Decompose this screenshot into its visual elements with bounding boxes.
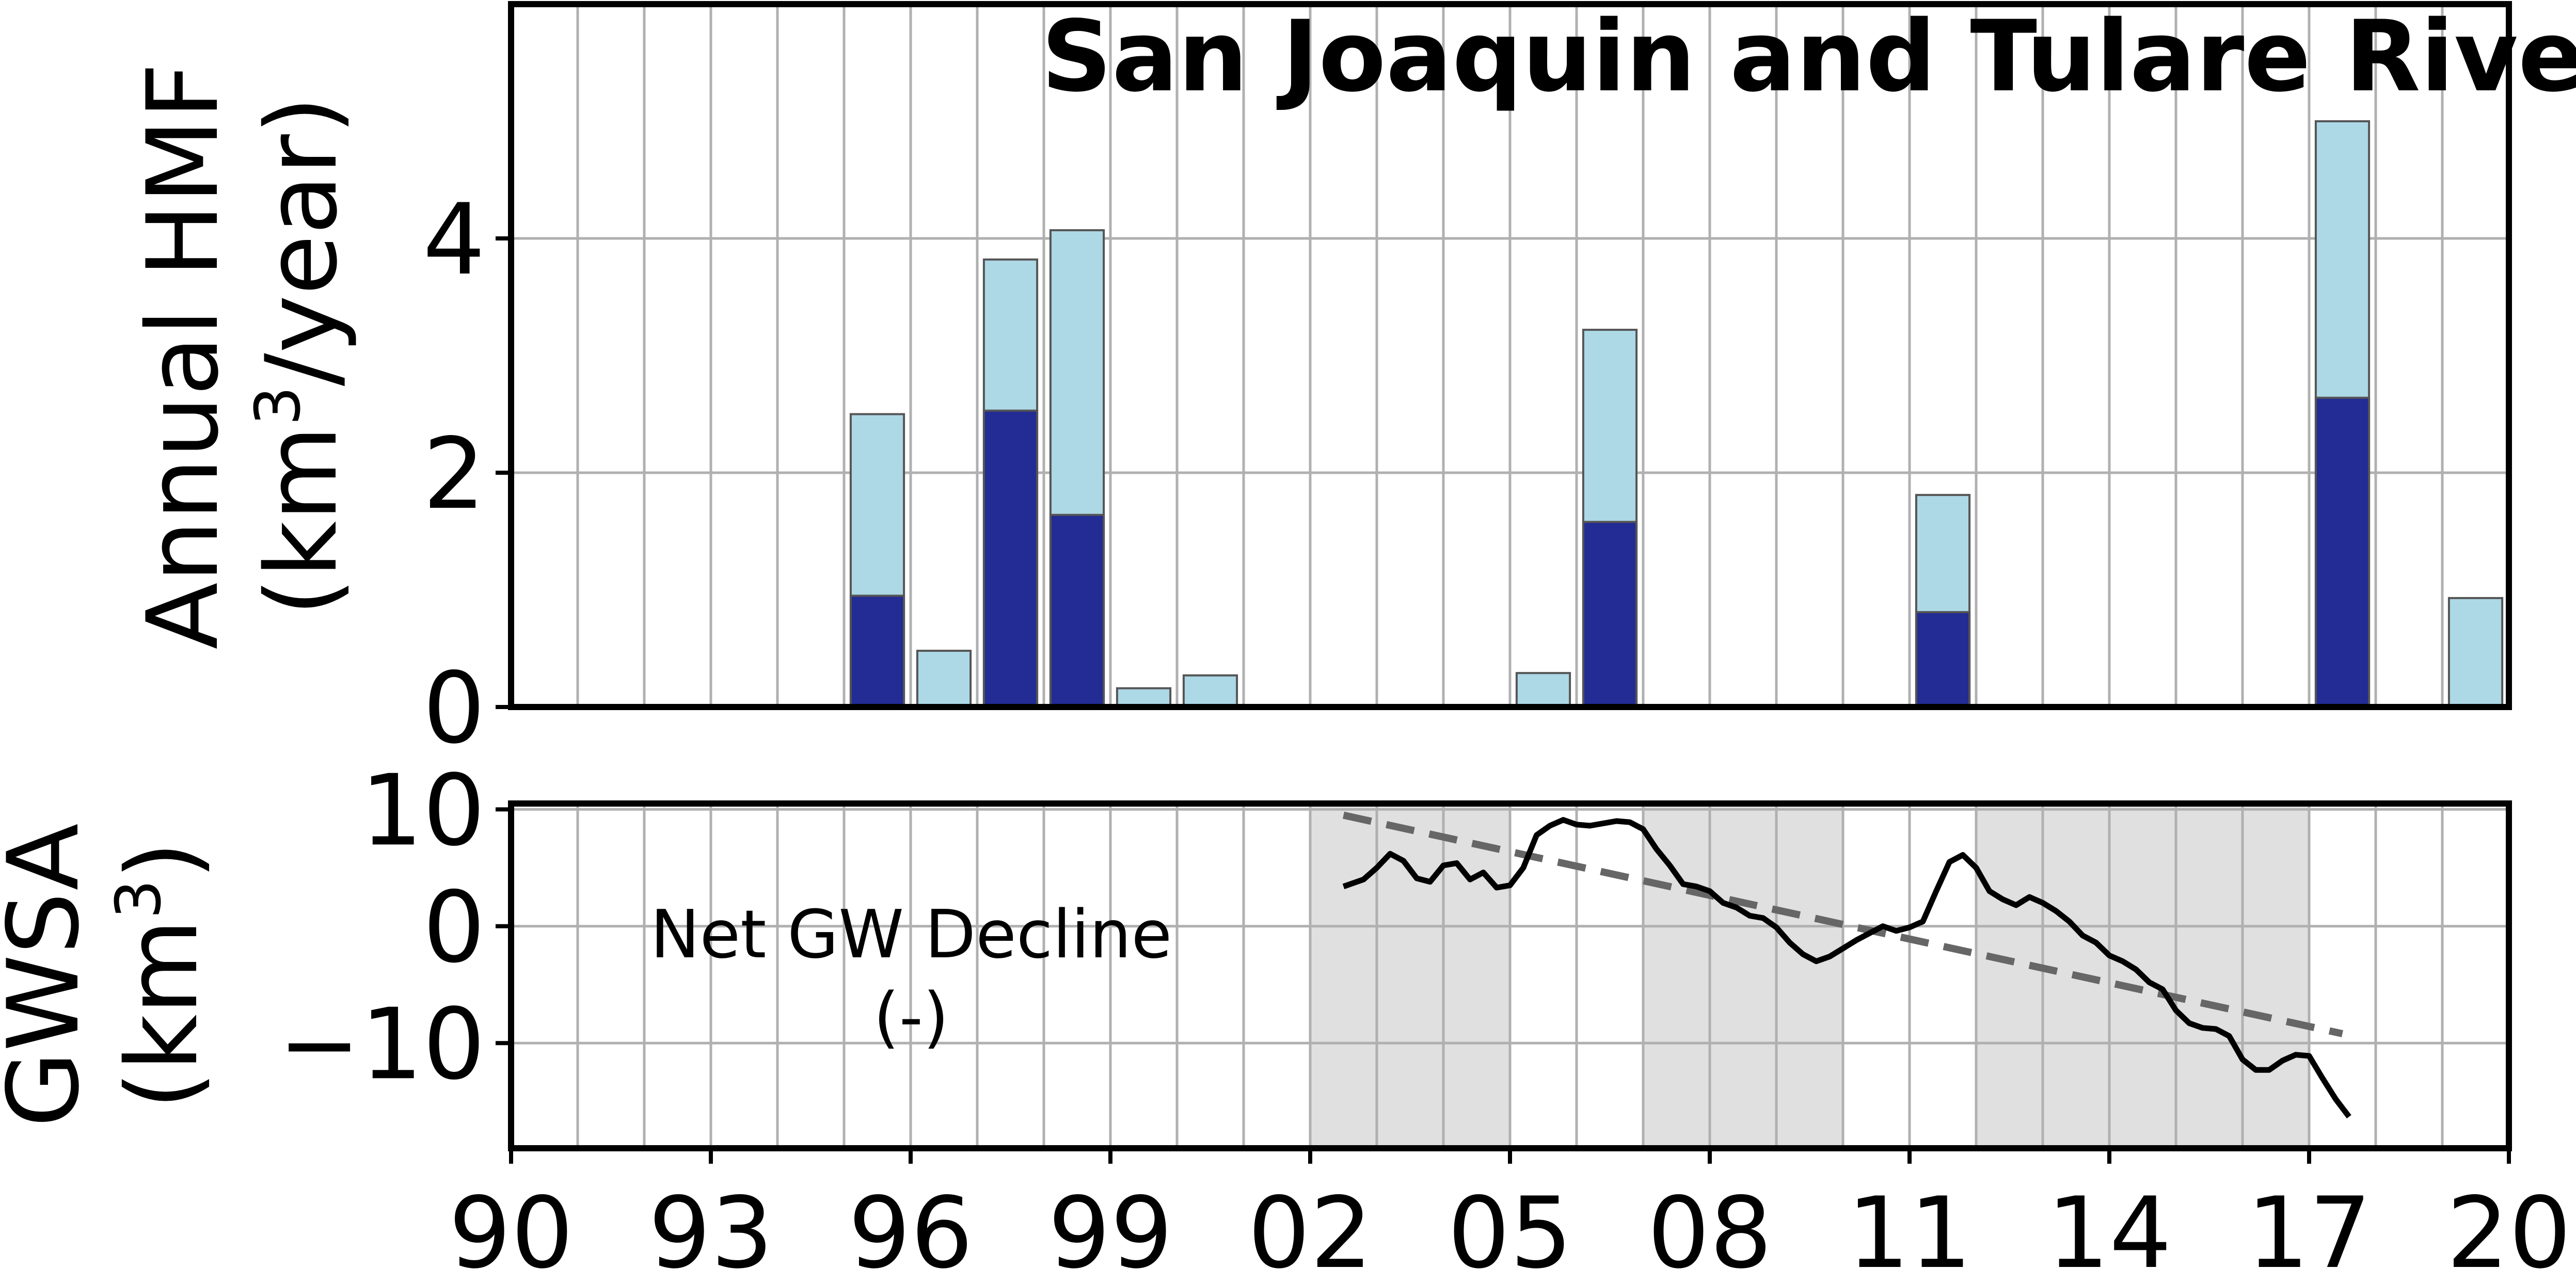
gwsa-y-axis-label-line1: GWSA [0, 823, 101, 1127]
hmf-y-ticks: 0 2 4 [423, 183, 511, 765]
hmf-y-axis-label: Annual HMF (km3/year) [126, 63, 359, 650]
gwsa-annotation-line1: Net GW Decline [650, 896, 1172, 973]
gwsa-y-tick-label: 0 [423, 871, 485, 985]
hmf-y-axis-label-line2: (km3/year) [243, 96, 359, 616]
x-tick-label: 93 [648, 1176, 773, 1285]
hmf-bars [849, 120, 2504, 709]
gwsa-shaded-periods [1310, 804, 2309, 1148]
gwsa-y-tick-label: −10 [278, 987, 485, 1101]
gwsa-shaded-period [1310, 804, 1510, 1148]
gwsa-y-tick-label: 10 [360, 753, 485, 868]
gwsa-y-axis-label-line2: (km3) [103, 841, 219, 1110]
gwsa-x-ticks: 90 93 96 99 02 05 08 11 14 17 20 [449, 1148, 2571, 1285]
hmf-bar-lower [1915, 611, 1971, 708]
hmf-bar-total [1515, 672, 1571, 709]
gwsa-y-ticks: 100−10 [278, 753, 511, 1101]
hmf-panel: 0 2 4 San Joaquin and Tulare River Basin A… [126, 0, 2576, 765]
x-tick-label: 99 [1048, 1176, 1173, 1285]
x-tick-label: 20 [2446, 1176, 2571, 1285]
hmf-bar-lower [849, 595, 905, 708]
gwsa-annotation-line2: (-) [873, 979, 949, 1056]
gwsa-panel: 100−10 90 93 96 99 02 05 08 11 14 17 20 Net GW Dec… [0, 753, 2571, 1285]
hmf-bar-lower [2314, 396, 2371, 708]
x-tick-label: 14 [2047, 1176, 2172, 1285]
x-tick-label: 96 [848, 1176, 973, 1285]
hmf-y-axis-label-line1: Annual HMF [126, 63, 240, 650]
x-tick-label: 90 [449, 1176, 574, 1285]
x-tick-label: 11 [1847, 1176, 1972, 1285]
chart-title: San Joaquin and Tulare River Basin [1041, 0, 2576, 114]
hmf-y-tick-label: 4 [423, 183, 485, 297]
hmf-bar-total [1116, 687, 1172, 709]
x-tick-label: 17 [2247, 1176, 2372, 1285]
gwsa-shaded-period [1643, 804, 1843, 1148]
gwsa-trend-line [1343, 811, 2343, 1037]
hmf-bar-lower [982, 409, 1039, 708]
hmf-bar-total [2447, 597, 2504, 709]
hmf-bar-lower [1582, 521, 1638, 709]
hmf-bar-lower [1049, 513, 1105, 708]
hmf-bar-total [916, 650, 972, 709]
hmf-y-tick-label: 0 [423, 651, 485, 765]
gwsa-grid [511, 804, 2509, 1148]
hmf-y-tick-label: 2 [423, 417, 485, 531]
x-tick-label: 02 [1248, 1176, 1373, 1285]
x-tick-label: 08 [1647, 1176, 1772, 1285]
hmf-bar-total [1182, 674, 1238, 708]
hmf-grid [511, 4, 2509, 707]
x-tick-label: 05 [1448, 1176, 1572, 1285]
hmf-plot-frame [508, 1, 2512, 710]
gwsa-y-axis-label: GWSA (km3) [0, 823, 219, 1127]
gwsa-series-line [1342, 817, 2351, 1119]
